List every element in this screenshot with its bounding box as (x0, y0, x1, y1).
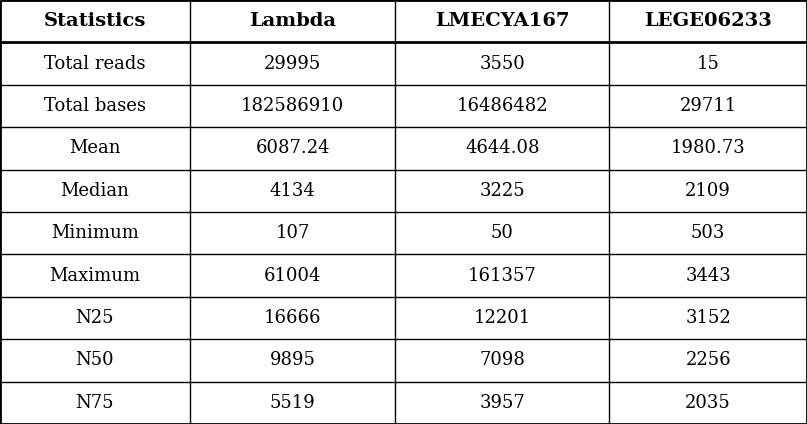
Text: Total reads: Total reads (44, 55, 145, 73)
Text: 2035: 2035 (685, 394, 731, 412)
Text: 9895: 9895 (270, 351, 316, 369)
Text: Maximum: Maximum (49, 267, 140, 285)
Text: Lambda: Lambda (249, 12, 336, 30)
Text: 2256: 2256 (685, 351, 731, 369)
Text: Median: Median (61, 182, 129, 200)
Text: 16666: 16666 (264, 309, 321, 327)
Text: 7098: 7098 (479, 351, 525, 369)
Text: 12201: 12201 (474, 309, 531, 327)
Text: 182586910: 182586910 (241, 97, 344, 115)
Text: 161357: 161357 (468, 267, 537, 285)
Text: 29711: 29711 (679, 97, 737, 115)
Text: Statistics: Statistics (44, 12, 146, 30)
Text: 1980.73: 1980.73 (671, 139, 746, 157)
Text: 4644.08: 4644.08 (465, 139, 540, 157)
Text: 50: 50 (491, 224, 514, 242)
Text: N50: N50 (76, 351, 114, 369)
Text: LMECYA167: LMECYA167 (435, 12, 570, 30)
Text: 29995: 29995 (264, 55, 321, 73)
Text: 16486482: 16486482 (457, 97, 548, 115)
Text: 3957: 3957 (479, 394, 525, 412)
Text: 3443: 3443 (685, 267, 731, 285)
Text: 107: 107 (275, 224, 310, 242)
Text: 6087.24: 6087.24 (255, 139, 330, 157)
Text: Minimum: Minimum (51, 224, 139, 242)
Text: 3550: 3550 (479, 55, 525, 73)
Text: 3225: 3225 (479, 182, 525, 200)
Text: N25: N25 (76, 309, 114, 327)
Text: LEGE06233: LEGE06233 (644, 12, 772, 30)
Text: 61004: 61004 (264, 267, 321, 285)
Text: N75: N75 (76, 394, 114, 412)
Text: 15: 15 (696, 55, 720, 73)
Text: 3152: 3152 (685, 309, 731, 327)
Text: Mean: Mean (69, 139, 120, 157)
Text: 2109: 2109 (685, 182, 731, 200)
Text: 5519: 5519 (270, 394, 316, 412)
Text: 4134: 4134 (270, 182, 316, 200)
Text: Total bases: Total bases (44, 97, 146, 115)
Text: 503: 503 (691, 224, 725, 242)
